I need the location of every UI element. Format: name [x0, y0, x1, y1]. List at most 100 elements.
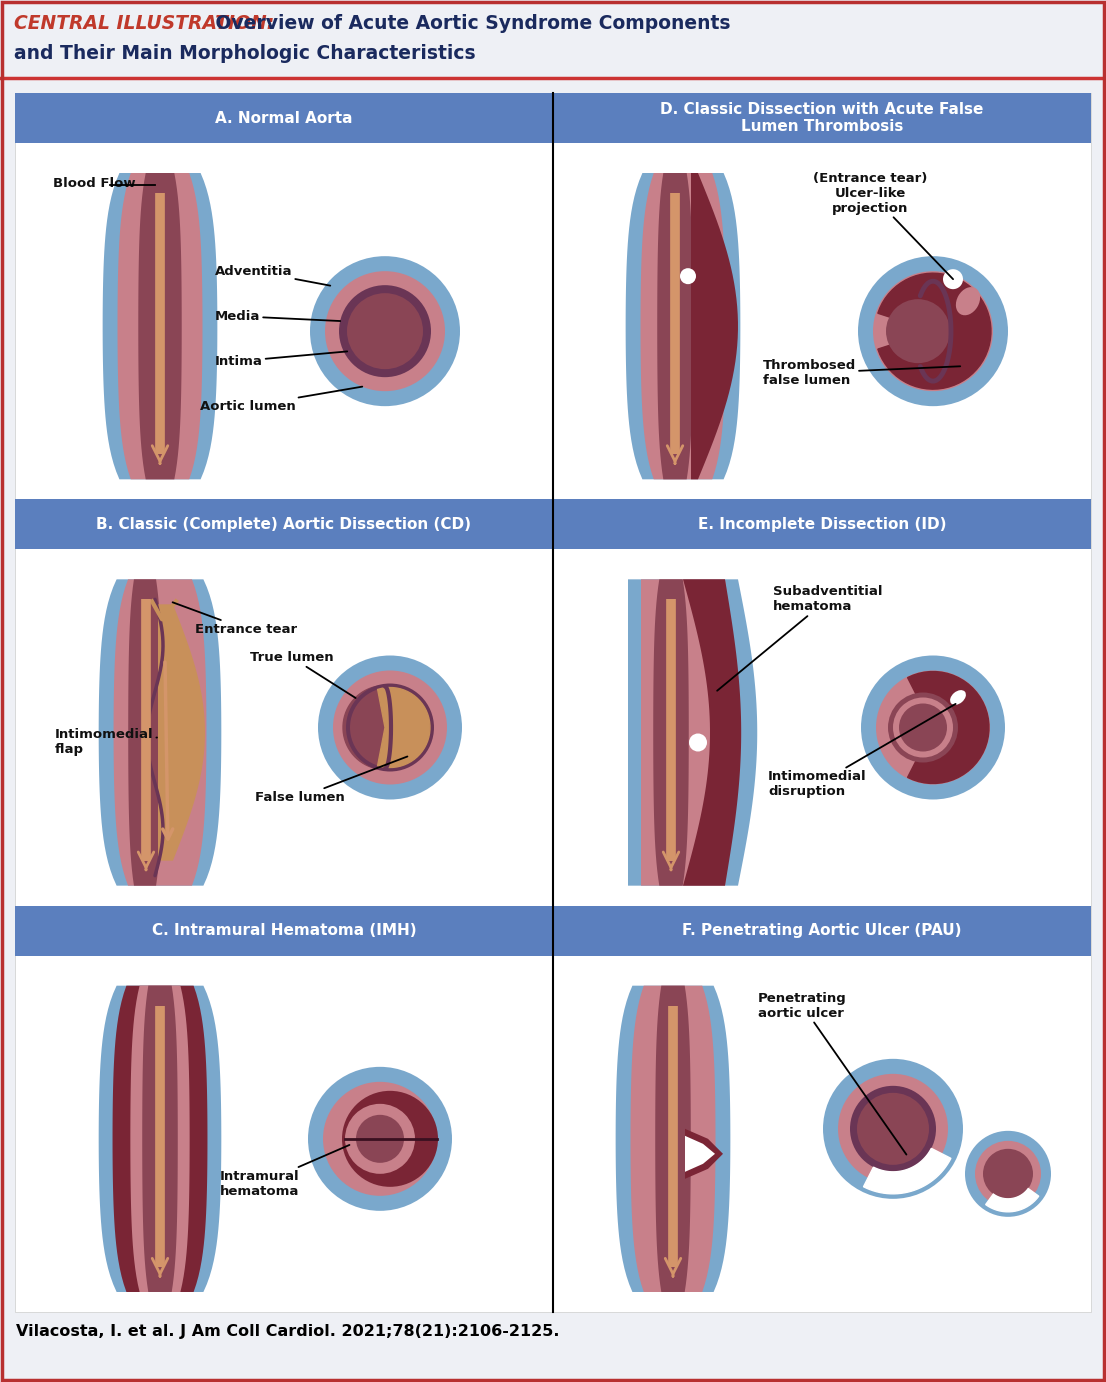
Circle shape: [345, 1104, 415, 1173]
Circle shape: [966, 1130, 1051, 1216]
Circle shape: [975, 1140, 1041, 1206]
Text: True lumen: True lumen: [250, 651, 356, 698]
Circle shape: [349, 687, 430, 767]
Polygon shape: [878, 274, 991, 390]
Circle shape: [307, 1067, 452, 1211]
Polygon shape: [343, 685, 385, 770]
FancyBboxPatch shape: [15, 905, 553, 1312]
Text: C. Intramural Hematoma (IMH): C. Intramural Hematoma (IMH): [152, 923, 416, 938]
Text: and Their Main Morphologic Characteristics: and Their Main Morphologic Characteristi…: [14, 44, 476, 64]
FancyBboxPatch shape: [553, 93, 1091, 499]
Polygon shape: [685, 1129, 723, 1179]
Circle shape: [983, 1148, 1033, 1198]
FancyBboxPatch shape: [15, 905, 553, 956]
Polygon shape: [98, 985, 221, 1292]
Polygon shape: [114, 579, 207, 886]
Polygon shape: [385, 685, 432, 770]
Polygon shape: [103, 173, 218, 480]
FancyBboxPatch shape: [15, 499, 553, 549]
Circle shape: [689, 734, 707, 752]
Polygon shape: [143, 985, 178, 1292]
Circle shape: [857, 1093, 929, 1165]
Text: (Entrance tear)
Ulcer-like
projection: (Entrance tear) Ulcer-like projection: [813, 171, 953, 279]
Circle shape: [346, 684, 434, 771]
Circle shape: [851, 1086, 936, 1172]
Text: Penetrating
aortic ulcer: Penetrating aortic ulcer: [758, 992, 907, 1154]
Polygon shape: [128, 579, 161, 886]
Circle shape: [888, 692, 958, 763]
Text: Intimomedial
disruption: Intimomedial disruption: [768, 703, 956, 799]
Circle shape: [356, 1115, 404, 1162]
Text: False lumen: False lumen: [255, 756, 407, 804]
Polygon shape: [131, 985, 189, 1292]
FancyBboxPatch shape: [553, 905, 1091, 1312]
Text: Media: Media: [215, 310, 341, 322]
FancyBboxPatch shape: [553, 93, 1091, 142]
Ellipse shape: [950, 690, 966, 705]
Text: Vilacosta, I. et al. J Am Coll Cardiol. 2021;78(21):2106-2125.: Vilacosta, I. et al. J Am Coll Cardiol. …: [15, 1324, 560, 1339]
Circle shape: [876, 670, 990, 785]
Polygon shape: [640, 173, 726, 480]
FancyBboxPatch shape: [15, 93, 553, 499]
Text: E. Incomplete Dissection (ID): E. Incomplete Dissection (ID): [698, 517, 947, 532]
Circle shape: [319, 655, 462, 800]
Ellipse shape: [956, 287, 980, 315]
Polygon shape: [641, 579, 738, 886]
Circle shape: [325, 271, 445, 391]
Polygon shape: [685, 1136, 714, 1172]
Circle shape: [333, 670, 447, 785]
Circle shape: [347, 293, 422, 369]
Polygon shape: [158, 604, 205, 861]
FancyBboxPatch shape: [553, 905, 1091, 956]
Text: Intima: Intima: [215, 351, 347, 368]
Polygon shape: [691, 173, 738, 480]
Circle shape: [680, 268, 696, 285]
Polygon shape: [684, 579, 741, 886]
Circle shape: [838, 1074, 948, 1184]
Circle shape: [340, 285, 431, 377]
Text: D. Classic Dissection with Acute False
Lumen Thrombosis: D. Classic Dissection with Acute False L…: [660, 102, 983, 134]
Text: F. Penetrating Aortic Ulcer (PAU): F. Penetrating Aortic Ulcer (PAU): [682, 923, 962, 938]
Text: Intimomedial
flap: Intimomedial flap: [55, 728, 157, 756]
FancyBboxPatch shape: [15, 93, 553, 142]
Polygon shape: [117, 173, 202, 480]
Circle shape: [323, 1082, 437, 1195]
Polygon shape: [616, 985, 730, 1292]
Circle shape: [893, 698, 953, 757]
Text: Subadventitial
hematoma: Subadventitial hematoma: [717, 586, 883, 691]
Polygon shape: [864, 1148, 951, 1194]
Text: Intramural
hematoma: Intramural hematoma: [220, 1144, 349, 1198]
Circle shape: [886, 299, 950, 363]
Polygon shape: [655, 985, 691, 1292]
Text: Thrombosed
false lumen: Thrombosed false lumen: [763, 359, 960, 387]
FancyBboxPatch shape: [15, 499, 553, 905]
Circle shape: [310, 256, 460, 406]
Text: Entrance tear: Entrance tear: [173, 603, 298, 636]
Polygon shape: [654, 579, 689, 886]
FancyBboxPatch shape: [0, 0, 1106, 77]
Polygon shape: [908, 672, 989, 784]
Circle shape: [873, 271, 993, 391]
Circle shape: [858, 256, 1008, 406]
Polygon shape: [98, 579, 221, 886]
Polygon shape: [113, 985, 208, 1292]
Text: Adventitia: Adventitia: [215, 265, 331, 286]
Text: Overview of Acute Aortic Syndrome Components: Overview of Acute Aortic Syndrome Compon…: [209, 14, 730, 33]
Circle shape: [899, 703, 947, 752]
Polygon shape: [657, 173, 692, 480]
Polygon shape: [377, 687, 430, 767]
Circle shape: [860, 655, 1005, 800]
Circle shape: [342, 1090, 438, 1187]
Text: A. Normal Aorta: A. Normal Aorta: [216, 111, 353, 126]
Polygon shape: [630, 985, 716, 1292]
FancyBboxPatch shape: [553, 499, 1091, 549]
Text: Aortic lumen: Aortic lumen: [200, 387, 363, 413]
Circle shape: [823, 1059, 963, 1198]
Text: CENTRAL ILLUSTRATION:: CENTRAL ILLUSTRATION:: [14, 14, 274, 33]
Polygon shape: [628, 579, 758, 886]
Polygon shape: [985, 1189, 1039, 1212]
Polygon shape: [138, 173, 181, 480]
Circle shape: [943, 269, 963, 289]
FancyBboxPatch shape: [553, 499, 1091, 905]
Polygon shape: [626, 173, 740, 480]
